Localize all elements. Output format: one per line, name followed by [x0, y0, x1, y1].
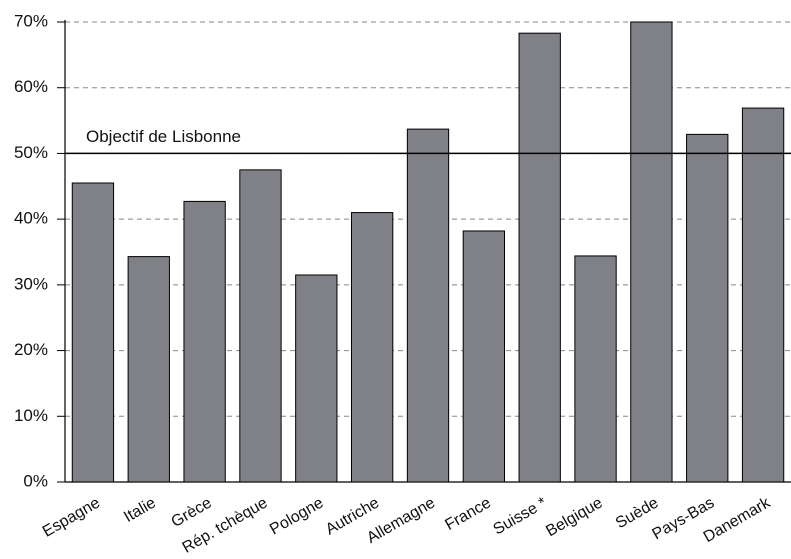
bar: [295, 274, 338, 483]
bar: [350, 212, 394, 483]
bar: [686, 133, 729, 483]
x-tick-label: Belgique: [543, 494, 606, 540]
y-tick-label: 60%: [14, 77, 48, 96]
bar: [183, 200, 226, 483]
bar: [630, 21, 673, 483]
bar: [518, 32, 561, 483]
y-tick-label: 0%: [23, 471, 48, 490]
x-tick-label: Italie: [121, 494, 159, 526]
y-tick-label: 70%: [14, 11, 48, 30]
bar: [574, 255, 617, 483]
x-tick-label: Pologne: [267, 494, 326, 538]
y-tick-label: 10%: [14, 406, 48, 425]
y-tick-label: 20%: [14, 340, 48, 359]
y-tick-label: 30%: [14, 274, 48, 293]
x-tick-label: Espagne: [40, 494, 103, 540]
x-tick-label: France: [442, 494, 494, 534]
bar: [127, 256, 170, 483]
bar: [406, 128, 450, 483]
y-tick-label: 40%: [14, 209, 48, 228]
bar: [462, 230, 506, 483]
y-tick-label: 50%: [14, 143, 48, 162]
reference-label: Objectif de Lisbonne: [86, 127, 241, 146]
bar: [71, 182, 115, 483]
bar: [239, 169, 282, 483]
x-tick-label: Suisse *: [490, 494, 549, 538]
bar: [741, 107, 785, 483]
